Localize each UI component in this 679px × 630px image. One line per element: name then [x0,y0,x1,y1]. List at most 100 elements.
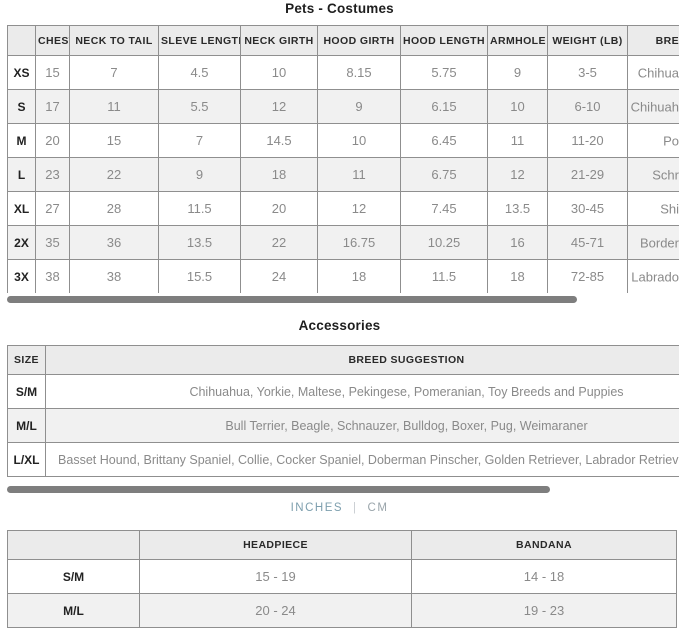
col-header-hood-girth: HOOD GIRTH [317,25,401,56]
breed-text: Po [663,133,679,148]
size-label: 3X [7,259,36,293]
col-header-breed-label: BRE [655,34,679,47]
table-row-m: M 20 15 7 14.5 10 6.45 11 11-20 Po [7,123,679,158]
accessories-table-scroll-area[interactable]: SIZE BREED SUGGESTION S/M Chihuahua, Yor… [7,345,679,478]
cell-breed: Chihuah [627,89,679,124]
cell-breed: Shi [627,191,679,226]
table-row-l: L 23 22 9 18 11 6.75 12 21-29 Schr [7,157,679,192]
cell-headpiece: 20 - 24 [139,593,412,628]
cell-hood-girth: 8.15 [317,55,401,90]
col-header-hood-length: HOOD LENGTH [400,25,488,56]
cell-hood-length: 11.5 [400,259,488,293]
headwear-table-area: HEADPIECE BANDANA S/M 15 - 19 14 - 18 M/… [7,530,679,628]
cell-headpiece: 15 - 19 [139,559,412,594]
col-header-breed-suggestion: BREED SUGGESTION [45,345,679,375]
breed-text: Chihuah [630,99,679,114]
col-header-weight: WEIGHT (LB) [547,25,628,56]
cell-chest: 38 [35,259,70,293]
costumes-size-table: CHEST NECK TO TAIL SLEVE LENGTH NECK GIR… [7,25,679,293]
col-header-headpiece: HEADPIECE [139,530,412,560]
cell-neck-to-tail: 22 [69,157,159,192]
cell-hood-length: 5.75 [400,55,488,90]
table-row-xs: XS 15 7 4.5 10 8.15 5.75 9 3-5 Chihua [7,55,679,90]
unit-divider: | [353,502,358,514]
cell-chest: 15 [35,55,70,90]
accessories-horizontal-scrollbar[interactable] [7,486,550,493]
col-header-breed: BRE [627,25,679,56]
size-label: L [7,157,36,192]
costumes-horizontal-scrollbar[interactable] [7,296,577,303]
cell-neck-girth: 18 [240,157,318,192]
size-label: M/L [7,408,46,443]
cell-breed-suggestion: Basset Hound, Brittany Spaniel, Collie, … [45,442,679,477]
size-label: M/L [7,593,140,628]
cell-armhole: 18 [487,259,548,293]
cell-chest: 23 [35,157,70,192]
unit-inches-link[interactable]: INCHES [290,502,344,514]
cell-chest: 27 [35,191,70,226]
cell-neck-girth: 20 [240,191,318,226]
col-header-armhole: ARMHOLE [487,25,548,56]
cell-hood-girth: 9 [317,89,401,124]
cell-chest: 20 [35,123,70,158]
cell-weight: 72-85 [547,259,628,293]
cell-neck-to-tail: 7 [69,55,159,90]
cell-hood-girth: 11 [317,157,401,192]
cell-hood-girth: 10 [317,123,401,158]
unit-cm-link[interactable]: CM [367,502,389,514]
cell-breed: Po [627,123,679,158]
table-row-xl: XL 27 28 11.5 20 12 7.45 13.5 30-45 Shi [7,191,679,226]
cell-sleve-length: 11.5 [158,191,241,226]
breed-text: Border [639,235,679,250]
size-label: L/XL [7,442,46,477]
col-header-bandana: BANDANA [411,530,677,560]
size-label: S/M [7,374,46,409]
table-row-lxl: L/XL Basset Hound, Brittany Spaniel, Col… [7,442,679,477]
col-header-neck-girth: NECK GIRTH [240,25,318,56]
cell-sleve-length: 9 [158,157,241,192]
col-header-size [7,25,36,56]
accessories-size-table: SIZE BREED SUGGESTION S/M Chihuahua, Yor… [7,345,679,477]
cell-hood-length: 10.25 [400,225,488,260]
cell-hood-length: 6.75 [400,157,488,192]
accessories-title: Accessories [298,318,381,333]
table-row-sm: S/M Chihuahua, Yorkie, Maltese, Pekinges… [7,374,679,409]
col-header-neck-to-tail: NECK TO TAIL [69,25,159,56]
table-row-2x: 2X 35 36 13.5 22 16.75 10.25 16 45-71 Bo… [7,225,679,260]
col-header-size [7,530,140,560]
costumes-title: Pets - Costumes [285,1,394,16]
table-row-s: S 17 11 5.5 12 9 6.15 10 6-10 Chihuah [7,89,679,124]
col-header-size: SIZE [7,345,46,375]
cell-armhole: 11 [487,123,548,158]
cell-sleve-length: 4.5 [158,55,241,90]
costumes-table-scroll-area[interactable]: CHEST NECK TO TAIL SLEVE LENGTH NECK GIR… [7,25,679,293]
cell-chest: 35 [35,225,70,260]
cell-neck-to-tail: 15 [69,123,159,158]
breed-text: Schr [652,167,679,182]
cell-bandana: 19 - 23 [411,593,677,628]
cell-neck-to-tail: 11 [69,89,159,124]
cell-breed-suggestion: Bull Terrier, Beagle, Schnauzer, Bulldog… [45,408,679,443]
cell-neck-to-tail: 38 [69,259,159,293]
cell-breed: Border [627,225,679,260]
cell-hood-girth: 16.75 [317,225,401,260]
cell-hood-girth: 12 [317,191,401,226]
table-row-sm: S/M 15 - 19 14 - 18 [7,559,677,594]
cell-neck-girth: 10 [240,55,318,90]
size-label: XL [7,191,36,226]
cell-neck-to-tail: 36 [69,225,159,260]
cell-weight: 30-45 [547,191,628,226]
cell-sleve-length: 5.5 [158,89,241,124]
table-row-3x: 3X 38 38 15.5 24 18 11.5 18 72-85 Labrad… [7,259,679,293]
breed-text: Labrado [631,269,679,284]
cell-breed: Chihua [627,55,679,90]
costumes-header-row: CHEST NECK TO TAIL SLEVE LENGTH NECK GIR… [7,25,679,56]
cell-weight: 6-10 [547,89,628,124]
size-label: 2X [7,225,36,260]
cell-weight: 45-71 [547,225,628,260]
cell-armhole: 9 [487,55,548,90]
cell-breed: Labrado [627,259,679,293]
cell-hood-length: 7.45 [400,191,488,226]
cell-bandana: 14 - 18 [411,559,677,594]
accessories-header-row: SIZE BREED SUGGESTION [7,345,679,375]
